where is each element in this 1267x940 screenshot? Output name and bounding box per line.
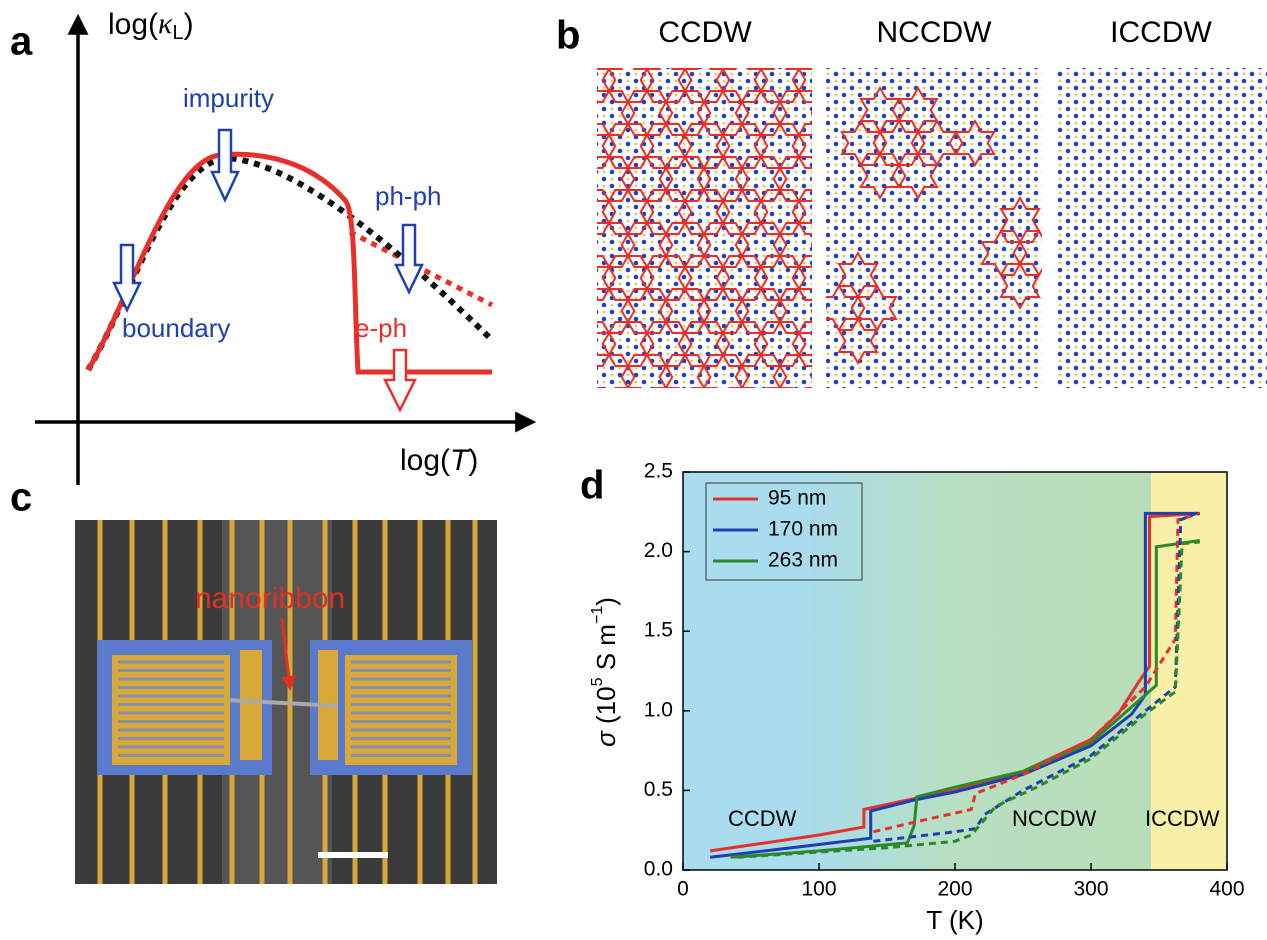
x-tick-label: 0: [677, 878, 689, 901]
annotation: ph-ph: [375, 181, 442, 211]
arrow-icon: [394, 223, 424, 295]
x-tick-label: 300: [1073, 878, 1108, 901]
panel-d: CCDW NCCDW ICCDW T (K) σ (105 S m−1) 0 10…: [589, 460, 1244, 935]
y-tick-label: 2.0: [644, 539, 673, 562]
y-tick-label: 0.5: [644, 778, 673, 801]
y-tick-label: 1.5: [644, 619, 673, 642]
x-tick-label: 100: [801, 878, 836, 901]
lattice-title: NCCDW: [877, 16, 993, 49]
curve: [348, 229, 494, 308]
y-tick-label: 2.5: [644, 460, 673, 483]
x-tick-label: 200: [937, 878, 972, 901]
lattice-title: CCDW: [658, 16, 752, 49]
annotation: nanoribbon: [195, 582, 345, 615]
x-axis-label: log(T): [400, 444, 478, 477]
lattice-title: ICCDW: [1110, 16, 1212, 49]
series-line: [873, 511, 1201, 834]
arrow: [280, 617, 297, 691]
panel-label: a: [10, 20, 33, 64]
electrode: [240, 650, 262, 760]
annotation: e-ph: [355, 313, 407, 343]
curve: [85, 151, 492, 375]
lattice: [597, 68, 812, 388]
legend-label: 170 nm: [768, 518, 838, 541]
lattice: [1055, 68, 1267, 388]
panel-label: d: [580, 464, 604, 508]
panel-label: c: [10, 476, 32, 520]
annotation: boundary: [122, 313, 230, 343]
y-axis-label: log(κL): [108, 7, 194, 44]
panel-label: b: [556, 14, 580, 58]
arrow-icon: [112, 243, 142, 313]
series-line: [873, 510, 1201, 843]
legend-label: 95 nm: [768, 487, 826, 510]
electrode-line: [472, 520, 478, 884]
annotation: impurity: [183, 83, 274, 113]
series-line: [710, 511, 1200, 859]
plot-frame: [682, 471, 1228, 871]
series-line: [730, 539, 1201, 859]
series-line: [737, 540, 1200, 859]
panel-b: CCDW NCCDW ICCDW: [597, 16, 1267, 388]
nanoribbon: [227, 698, 339, 708]
legend-label: 263 nm: [768, 549, 838, 572]
arrow-icon: [382, 348, 418, 413]
panel-a: log(κL) log(T) impurity boundary ph-ph e…: [35, 7, 537, 485]
y-axis-label: σ (105 S m−1): [589, 597, 621, 747]
region-label: ICCDW: [1145, 806, 1220, 831]
region-label: NCCDW: [1012, 806, 1097, 831]
x-axis-label: T (K): [926, 905, 983, 935]
y-tick-label: 0.0: [644, 858, 673, 881]
x-tick-label: 400: [1209, 878, 1244, 901]
serpentine: [118, 660, 451, 757]
y-tick-label: 1.0: [644, 698, 673, 721]
plot-background: [683, 472, 1227, 870]
panel-c: nanoribbon: [75, 520, 497, 884]
region-label: CCDW: [728, 806, 797, 831]
scale-bar: [318, 852, 388, 858]
legend: [705, 482, 863, 581]
arrow-icon: [210, 128, 240, 203]
